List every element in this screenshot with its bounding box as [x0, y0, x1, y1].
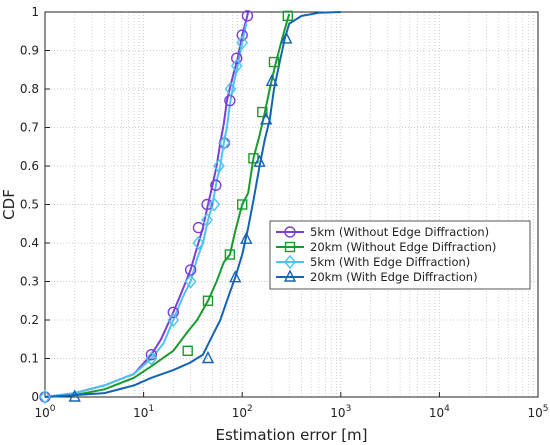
legend-box: [269, 220, 531, 290]
x-axis-label: Estimation error [m]: [215, 426, 367, 444]
series-3-marker: [192, 235, 205, 251]
series-2-marker: [282, 10, 293, 22]
y-tick-label: 0: [31, 390, 39, 404]
series-2-marker: [268, 56, 280, 68]
series-4-marker: [280, 31, 293, 44]
series-2-marker: [224, 249, 236, 260]
series-3-marker: [201, 212, 213, 227]
series-2-marker: [182, 345, 193, 356]
series-1-marker: [231, 52, 243, 64]
legend-marker-3: [284, 254, 296, 270]
series-1-marker: [236, 29, 248, 41]
y-tick-label: 0.3: [20, 275, 39, 289]
legend-label-4: 20km (With Edge Diffraction): [310, 270, 478, 284]
x-tick-label: 105: [527, 404, 548, 420]
series-3-marker: [39, 389, 51, 405]
series-1-marker: [224, 94, 236, 107]
series-4-marker: [265, 73, 279, 87]
series-2-marker: [202, 295, 214, 306]
series-1-marker: [210, 179, 222, 191]
series-3-marker: [184, 274, 197, 289]
series-4-marker: [253, 154, 266, 167]
y-tick-label: 0.6: [20, 159, 39, 173]
series-4-marker: [240, 231, 253, 244]
y-tick-label: 0.7: [20, 121, 39, 135]
series-2-marker: [236, 199, 248, 210]
series-4-marker: [201, 350, 215, 364]
x-tick-label: 102: [232, 404, 253, 420]
series-3-marker: [167, 312, 180, 328]
series-3-marker: [208, 197, 221, 212]
y-tick-label: 0.8: [20, 82, 39, 96]
series-2-marker: [257, 106, 268, 118]
y-tick-label: 0.1: [20, 352, 39, 366]
series-1-marker: [241, 10, 254, 22]
series-1-marker: [201, 198, 213, 211]
series-3-marker: [212, 158, 225, 174]
series-3-marker: [224, 81, 237, 97]
series-line-4: [44, 11, 341, 398]
y-tick-label: 0.5: [20, 198, 39, 212]
series-4-marker: [229, 270, 242, 283]
grid-lines: [44, 11, 539, 398]
series-3-marker: [145, 351, 158, 366]
series-3-marker: [236, 35, 249, 50]
legend-label-2: 20km (Without Edge Diffraction): [310, 240, 496, 254]
legend: 5km (Without Edge Diffraction)20km (With…: [269, 220, 531, 290]
series-markers: [39, 10, 293, 405]
legend-label-1: 5km (Without Edge Diffraction): [310, 225, 489, 239]
y-tick-label: 0.2: [20, 313, 39, 327]
y-tick-label: 0.4: [20, 236, 39, 250]
series-line-3: [44, 23, 248, 398]
x-tick-label: 100: [34, 404, 55, 420]
x-tick-label: 104: [429, 404, 450, 420]
legend-marker-1: [284, 226, 296, 238]
series-4-marker: [68, 389, 81, 402]
y-axis-label: CDF: [0, 189, 18, 220]
series-3-marker: [230, 58, 243, 73]
y-tick-label: 0.9: [20, 44, 39, 58]
series-1-marker: [192, 221, 205, 234]
legend-marker-2: [284, 241, 296, 253]
x-tick-label: 103: [330, 404, 351, 420]
series-1-marker: [145, 348, 158, 361]
legend-marker-4: [283, 269, 297, 282]
legend-label-3: 5km (With Edge Diffraction): [310, 255, 470, 269]
y-tick-label: 1: [31, 5, 39, 19]
series-4-marker: [260, 112, 273, 125]
series-1-marker: [167, 306, 179, 318]
x-tick-label: 101: [133, 404, 154, 420]
series-3-marker: [218, 135, 231, 150]
